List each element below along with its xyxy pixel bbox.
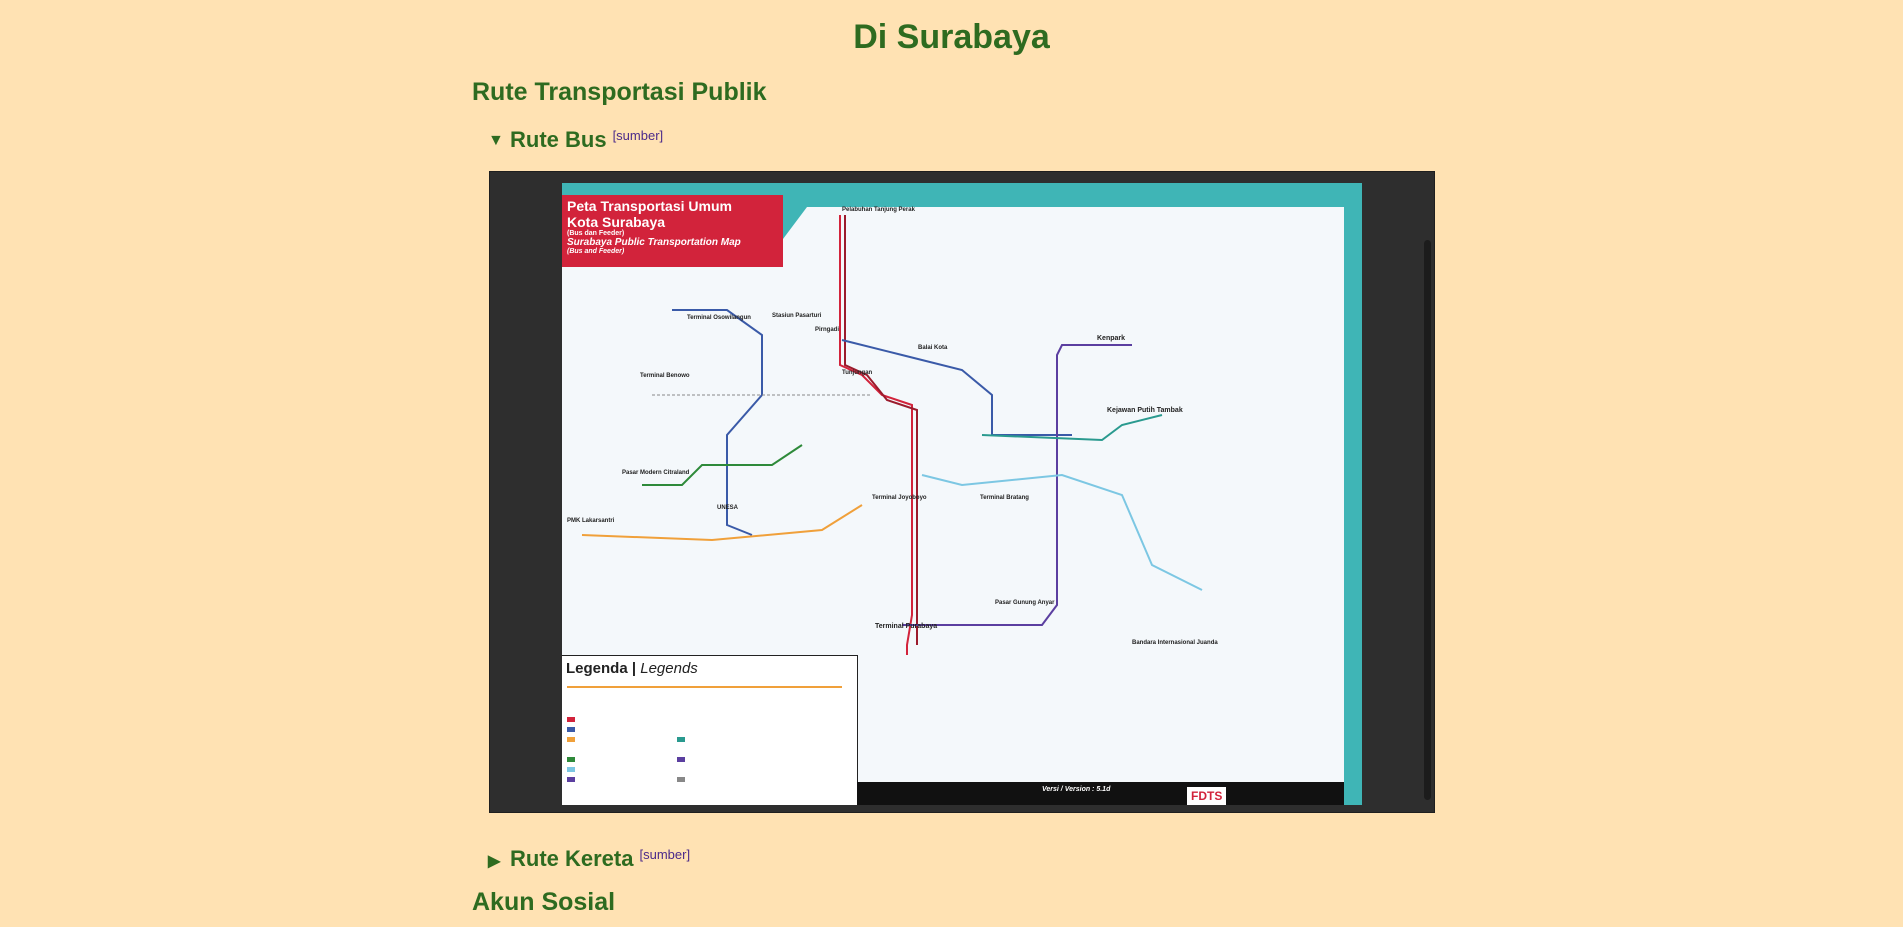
station-label: Tunjungan <box>842 370 873 376</box>
station-label: Pasar Gunung Anyar <box>995 600 1055 606</box>
map-title-line1: Peta Transportasi Umum <box>567 198 732 214</box>
bus-map-viewer[interactable]: Peta Transportasi Umum Kota Surabaya (Bu… <box>489 171 1435 813</box>
station-label: Terminal Purabaya <box>875 623 938 630</box>
legend-swatches <box>567 686 842 782</box>
map-brand: FDTS <box>1187 787 1227 805</box>
bus-route-label: Rute Bus <box>510 127 607 152</box>
section-title-social: Akun Sosial <box>472 888 616 916</box>
train-route-label: Rute Kereta <box>510 846 634 871</box>
bus-route-summary[interactable]: ▼ Rute Bus [sumber] <box>488 127 663 153</box>
station-label: Terminal Benowo <box>640 373 690 379</box>
map-subtitle-en: (Bus and Feeder) <box>567 248 625 255</box>
map-title-banner: Peta Transportasi Umum Kota Surabaya (Bu… <box>562 195 783 267</box>
station-label: Pasar Modern Citraland <box>622 470 690 476</box>
train-route-summary[interactable]: ▶ Rute Kereta [sumber] <box>488 846 690 872</box>
station-label: Stasiun Pasarturi <box>772 313 822 319</box>
station-label: PMK Lakarsantri <box>567 518 615 524</box>
train-source-link[interactable]: [sumber] <box>639 847 691 862</box>
viewer-scrollbar[interactable] <box>1424 240 1431 800</box>
bus-route-map: Peta Transportasi Umum Kota Surabaya (Bu… <box>562 183 1362 805</box>
bus-source-link[interactable]: [sumber] <box>612 128 664 143</box>
station-label: Bandara Internasional Juanda <box>1132 640 1218 646</box>
station-label: Pelabuhan Tanjung Perak <box>842 207 915 213</box>
map-footer: Versi / Version : 5.1d FDTS <box>857 782 1344 805</box>
station-label: Pirngadi <box>815 327 840 333</box>
map-version: Versi / Version : 5.1d <box>1042 786 1111 793</box>
map-legend: Legenda | Legends <box>562 655 858 805</box>
map-title-line2: Kota Surabaya <box>567 214 666 230</box>
legend-title-en: Legends <box>640 660 698 677</box>
map-subtitle-id: (Bus dan Feeder) <box>567 230 625 237</box>
station-label: Terminal Joyoboyo <box>872 495 927 501</box>
station-label: Terminal Bratang <box>980 495 1029 501</box>
legend-title: Legenda <box>566 660 628 677</box>
station-label: Terminal Osowilangun <box>687 315 751 321</box>
station-label: Balai Kota <box>918 345 948 351</box>
map-canvas: Peta Transportasi Umum Kota Surabaya (Bu… <box>562 195 1344 805</box>
station-label: UNESA <box>717 505 739 511</box>
station-label: Kejawan Putih Tambak <box>1107 407 1183 414</box>
triangle-right-icon: ▶ <box>488 853 501 870</box>
triangle-down-icon: ▼ <box>488 132 504 149</box>
page-title: Di Surabaya <box>853 18 1050 56</box>
map-title-en: Surabaya Public Transportation Map <box>567 237 741 248</box>
section-title-transport: Rute Transportasi Publik <box>472 78 767 106</box>
station-label: Kenpark <box>1097 335 1126 342</box>
